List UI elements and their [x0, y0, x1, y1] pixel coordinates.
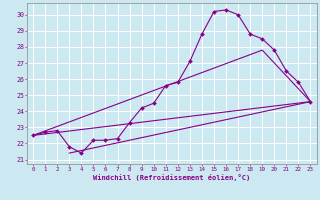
X-axis label: Windchill (Refroidissement éolien,°C): Windchill (Refroidissement éolien,°C) — [93, 174, 251, 181]
